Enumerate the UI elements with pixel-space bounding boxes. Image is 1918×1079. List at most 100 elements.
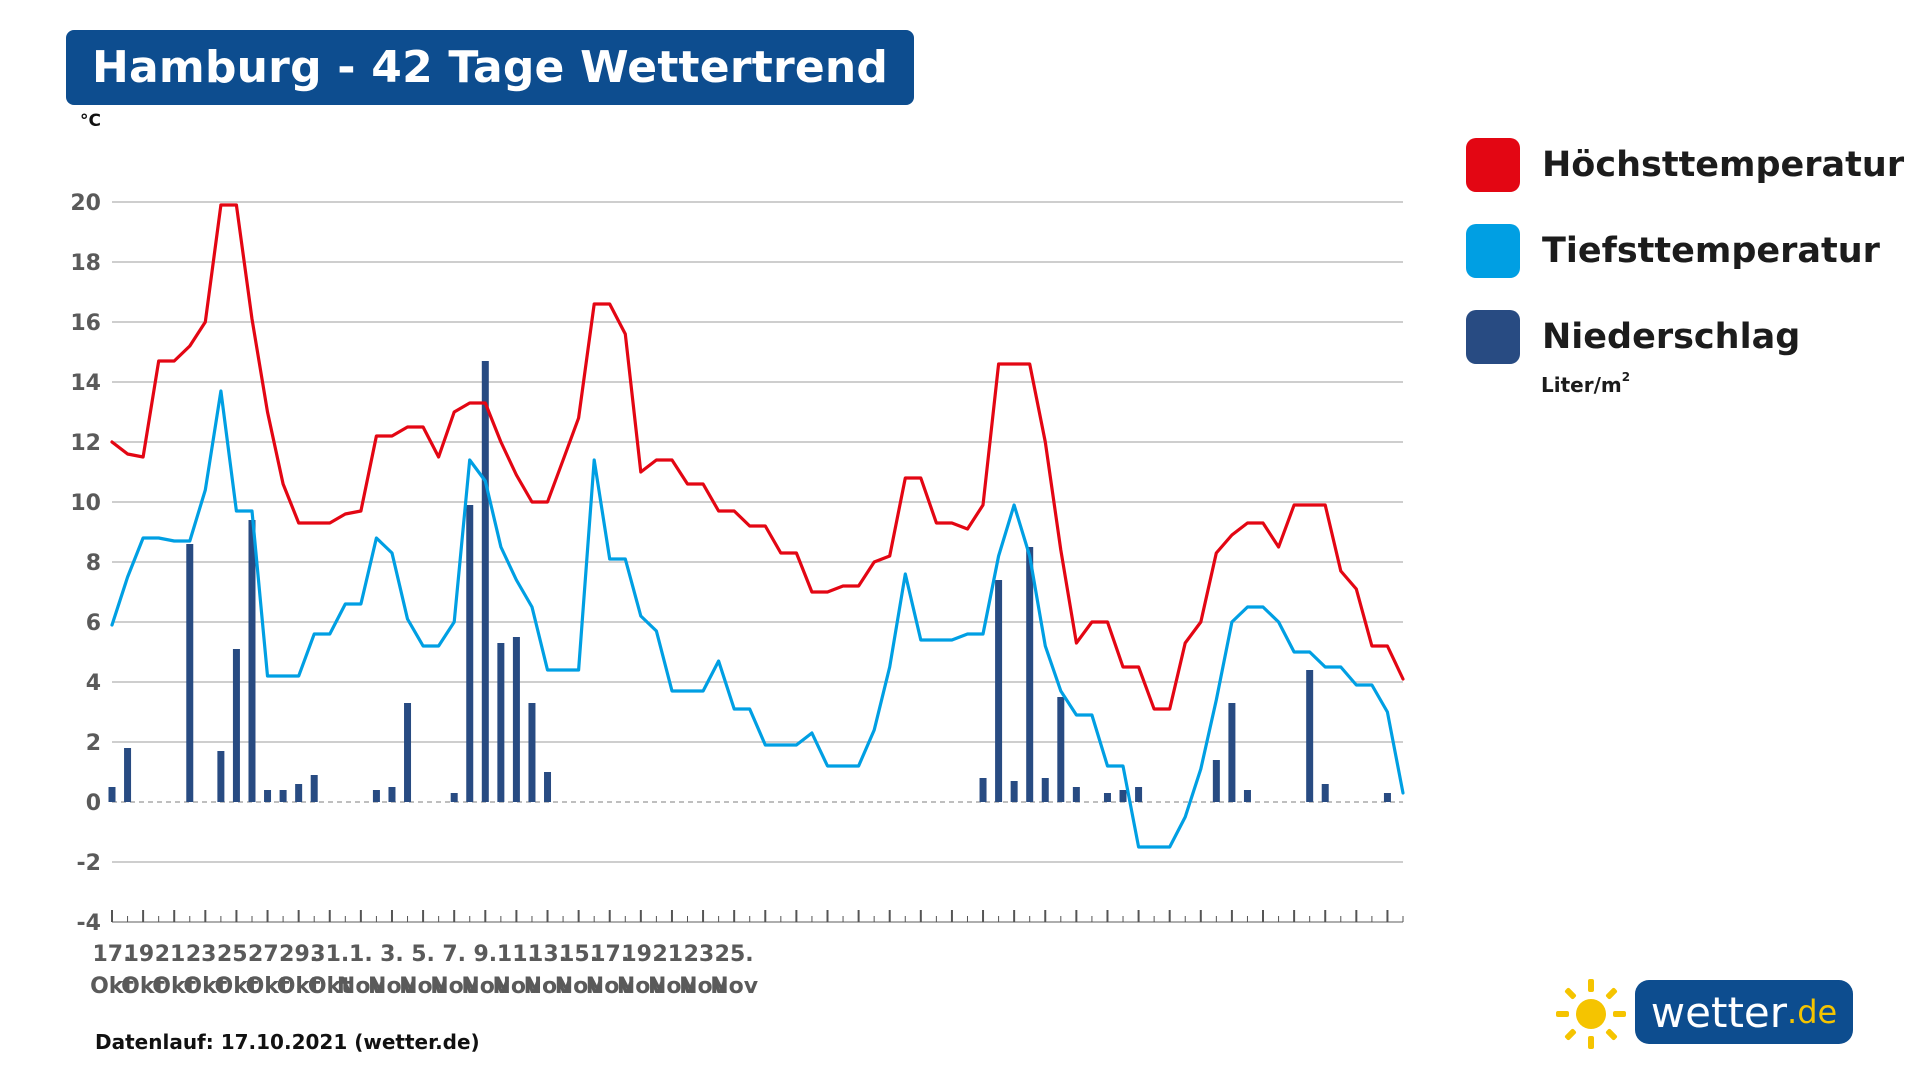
precip-bar [232,649,240,802]
x-tick-label-month: Okt [215,974,259,999]
x-tick-label-day: 7. [442,942,466,967]
title-banner: Hamburg - 42 Tage Wettertrend [66,30,915,105]
logo-name: wetter [1650,987,1788,1037]
x-tick-label-month: Nov [399,974,448,999]
y-tick-label: 10 [70,491,101,516]
precip-bar [995,580,1003,802]
precip-bar [466,505,474,802]
legend-item-hoechsttemperatur: Höchsttemperatur [1466,138,1904,192]
precip-bar [497,643,505,802]
precip-bar [279,790,287,802]
x-tick-label-month: Nov [617,974,666,999]
x-tick-label-month: Nov [524,974,573,999]
precip-bar [1228,703,1236,802]
precip-bar [295,784,303,802]
precip-bar [1321,784,1329,802]
y-tick-label: 8 [86,551,101,576]
precip-bar [1119,790,1127,802]
precip-bar [217,751,225,802]
precip-bar [1041,778,1049,802]
x-tick-label-day: 1. [349,942,373,967]
x-tick-label-day: 9. [473,942,497,967]
y-tick-label: -2 [77,851,101,876]
x-tick-label-day: 25. [715,942,754,967]
precip-bar [544,772,552,802]
x-tick-label-day: 17. [93,942,132,967]
x-tick-label-month: Okt [183,974,227,999]
x-tick-label-day: 19. [124,942,163,967]
precip-bar [1243,790,1251,802]
x-tick-label-day: 5. [411,942,435,967]
precip-bar [310,775,318,802]
x-tick-label-month: Okt [152,974,196,999]
precip-unit-label: Liter/m2 [1541,370,1631,397]
legend-label-tiefsttemperatur: Tiefsttemperatur [1542,231,1880,271]
y-tick-label: 0 [86,791,101,816]
x-tick-label-month: Nov [555,974,604,999]
x-tick-label-day: 23. [186,942,225,967]
page-title: Hamburg - 42 Tage Wettertrend [92,42,889,93]
x-tick-label-day: 15. [559,942,598,967]
x-tick-label-day: 11. [497,942,536,967]
x-tick-label-month: Okt [90,974,134,999]
precip-bar [1026,547,1034,802]
logo-wordmark: wetter .de [1635,980,1853,1044]
x-tick-label-month: Nov [648,974,697,999]
precip-bar [1072,787,1080,802]
precip-bar [1306,670,1314,802]
precip-bar [450,793,458,802]
x-tick-label-month: Okt [277,974,321,999]
x-tick-label-month: Nov [461,974,510,999]
y-tick-label: 4 [86,671,101,696]
x-tick-label-month: Okt [246,974,290,999]
precip-unit-text: Liter/m [1541,373,1622,397]
x-tick-label-day: 21. [155,942,194,967]
legend-label-hoechsttemperatur: Höchsttemperatur [1542,145,1905,185]
y-tick-label: 16 [70,311,101,336]
x-tick-label-month: Nov [337,974,386,999]
data-run-footer: Datenlauf: 17.10.2021 (wetter.de) [95,1030,480,1054]
legend-swatch-niederschlag [1466,310,1520,364]
x-tick-label-month: Nov [430,974,479,999]
x-tick-label-day: 13. [528,942,567,967]
x-tick-label-month: Nov [679,974,728,999]
y-tick-label: 18 [70,251,101,276]
precip-bar [108,787,116,802]
y-axis-unit-label: °C [80,111,101,131]
x-tick-label-day: 3. [380,942,404,967]
wetter-de-logo[interactable]: wetter .de [1555,975,1855,1055]
precip-bar [124,748,132,802]
precip-bar [1135,787,1143,802]
precip-bar [388,787,396,802]
x-tick-label-month: Nov [586,974,635,999]
x-tick-label-month: Nov [710,974,759,999]
x-tick-label-day: 29. [279,942,318,967]
precip-bar [1057,697,1065,802]
x-tick-label-month: Okt [121,974,165,999]
precip-bar [512,637,520,802]
x-tick-label-day: 21. [652,942,691,967]
precip-bar [186,544,194,802]
precip-unit-superscript: 2 [1621,370,1631,385]
precip-bar [264,790,272,802]
x-tick-label-month: Nov [368,974,417,999]
y-tick-label: 6 [86,611,101,636]
x-tick-label-day: 23. [684,942,723,967]
precip-bar [528,703,536,802]
precip-bar [1212,760,1220,802]
precip-bar [1103,793,1111,802]
y-tick-label: -4 [77,911,101,936]
precip-bar [248,520,256,802]
logo-tld: .de [1787,993,1838,1031]
legend-label-niederschlag: Niederschlag [1542,317,1801,357]
x-tick-label-day: 19. [621,942,660,967]
y-tick-label: 12 [70,431,101,456]
legend-item-tiefsttemperatur: Tiefsttemperatur [1466,224,1880,278]
x-tick-label-day: 27. [248,942,287,967]
low-temp-line [110,389,1405,849]
x-tick-label-month: Okt [308,974,352,999]
legend-item-niederschlag: Niederschlag [1466,310,1800,364]
high-temp-line [110,203,1405,711]
precip-bar [1383,793,1391,802]
